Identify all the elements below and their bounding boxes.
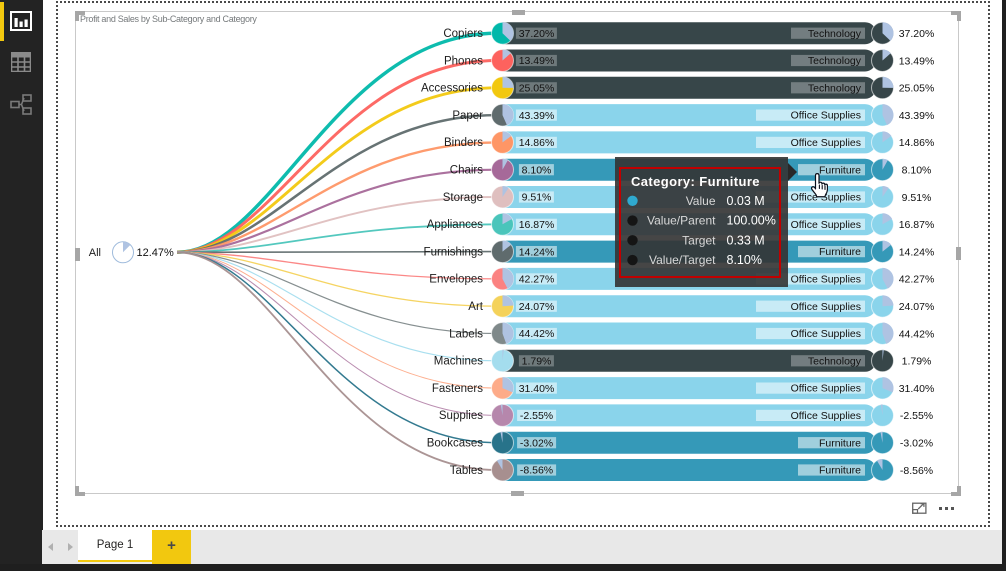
svg-text:9.51%: 9.51% xyxy=(902,192,932,204)
svg-text:25.05%: 25.05% xyxy=(519,83,555,95)
svg-text:Phones: Phones xyxy=(444,55,483,67)
svg-text:Storage: Storage xyxy=(443,192,483,204)
svg-text:Office Supplies: Office Supplies xyxy=(791,137,861,149)
svg-text:Furniture: Furniture xyxy=(819,164,861,176)
svg-text:Art: Art xyxy=(468,301,484,313)
svg-text:37.20%: 37.20% xyxy=(519,28,555,40)
svg-text:Value: Value xyxy=(686,194,716,208)
svg-text:Fasteners: Fasteners xyxy=(432,383,483,395)
svg-text:8.10%: 8.10% xyxy=(727,253,762,267)
svg-text:25.05%: 25.05% xyxy=(899,83,935,95)
svg-text:14.86%: 14.86% xyxy=(899,137,935,149)
svg-text:Value/Parent: Value/Parent xyxy=(647,214,716,228)
svg-text:1.79%: 1.79% xyxy=(902,356,932,368)
svg-text:Labels: Labels xyxy=(449,328,483,340)
svg-text:24.07%: 24.07% xyxy=(519,301,555,313)
svg-text:Furniture: Furniture xyxy=(819,246,861,258)
svg-text:44.42%: 44.42% xyxy=(899,328,935,340)
svg-text:13.49%: 13.49% xyxy=(519,55,555,67)
svg-text:100.00%: 100.00% xyxy=(727,214,776,228)
svg-text:-3.02%: -3.02% xyxy=(900,438,933,450)
svg-text:9.51%: 9.51% xyxy=(522,192,552,204)
svg-text:Technology: Technology xyxy=(808,55,862,67)
svg-text:Office Supplies: Office Supplies xyxy=(791,383,861,395)
svg-text:24.07%: 24.07% xyxy=(899,301,935,313)
svg-text:42.27%: 42.27% xyxy=(899,274,935,286)
svg-text:Copiers: Copiers xyxy=(443,28,483,40)
svg-text:0.33 M: 0.33 M xyxy=(727,233,765,247)
svg-text:Value/Target: Value/Target xyxy=(649,253,716,267)
svg-text:Office Supplies: Office Supplies xyxy=(791,192,861,204)
svg-text:1.79%: 1.79% xyxy=(522,356,552,368)
svg-text:-3.02%: -3.02% xyxy=(520,437,553,449)
svg-text:-8.56%: -8.56% xyxy=(900,465,933,477)
svg-text:-8.56%: -8.56% xyxy=(520,465,553,477)
svg-text:-2.55%: -2.55% xyxy=(520,410,553,422)
svg-text:37.20%: 37.20% xyxy=(899,28,935,40)
svg-text:44.42%: 44.42% xyxy=(519,328,555,340)
svg-text:16.87%: 16.87% xyxy=(899,219,935,231)
svg-text:Technology: Technology xyxy=(808,82,862,94)
svg-text:Furniture: Furniture xyxy=(819,465,861,477)
svg-text:8.10%: 8.10% xyxy=(522,164,552,176)
svg-text:Office Supplies: Office Supplies xyxy=(791,219,861,231)
svg-text:All: All xyxy=(89,247,101,259)
svg-text:16.87%: 16.87% xyxy=(519,219,555,231)
svg-text:0.03 M: 0.03 M xyxy=(727,194,765,208)
svg-text:43.39%: 43.39% xyxy=(899,110,935,122)
svg-text:42.27%: 42.27% xyxy=(519,274,555,286)
svg-text:Office Supplies: Office Supplies xyxy=(791,301,861,313)
svg-text:Technology: Technology xyxy=(808,355,862,367)
svg-text:Supplies: Supplies xyxy=(439,410,483,422)
svg-text:Paper: Paper xyxy=(452,110,483,122)
svg-text:Appliances: Appliances xyxy=(427,219,484,231)
svg-text:8.10%: 8.10% xyxy=(902,165,932,177)
svg-text:Bookcases: Bookcases xyxy=(427,438,484,450)
svg-text:43.39%: 43.39% xyxy=(519,110,555,122)
svg-text:Office Supplies: Office Supplies xyxy=(791,110,861,122)
svg-text:Technology: Technology xyxy=(808,28,862,40)
svg-text:Target: Target xyxy=(682,233,716,247)
svg-text:-2.55%: -2.55% xyxy=(900,410,933,422)
svg-text:Office Supplies: Office Supplies xyxy=(791,274,861,286)
svg-text:Chairs: Chairs xyxy=(450,165,483,177)
svg-text:14.24%: 14.24% xyxy=(899,246,935,258)
svg-text:14.24%: 14.24% xyxy=(519,246,555,258)
svg-text:31.40%: 31.40% xyxy=(899,383,935,395)
svg-text:Machines: Machines xyxy=(434,356,483,368)
svg-text:Office Supplies: Office Supplies xyxy=(791,328,861,340)
svg-text:12.47%: 12.47% xyxy=(137,247,175,259)
svg-text:31.40%: 31.40% xyxy=(519,383,555,395)
svg-text:Envelopes: Envelopes xyxy=(429,274,483,286)
svg-text:13.49%: 13.49% xyxy=(899,55,935,67)
svg-text:Furnishings: Furnishings xyxy=(424,246,484,258)
svg-text:14.86%: 14.86% xyxy=(519,137,555,149)
svg-text:Accessories: Accessories xyxy=(421,83,483,95)
svg-text:Binders: Binders xyxy=(444,137,483,149)
svg-text:Office Supplies: Office Supplies xyxy=(791,410,861,422)
svg-text:Furniture: Furniture xyxy=(819,437,861,449)
svg-text:Tables: Tables xyxy=(450,465,483,477)
